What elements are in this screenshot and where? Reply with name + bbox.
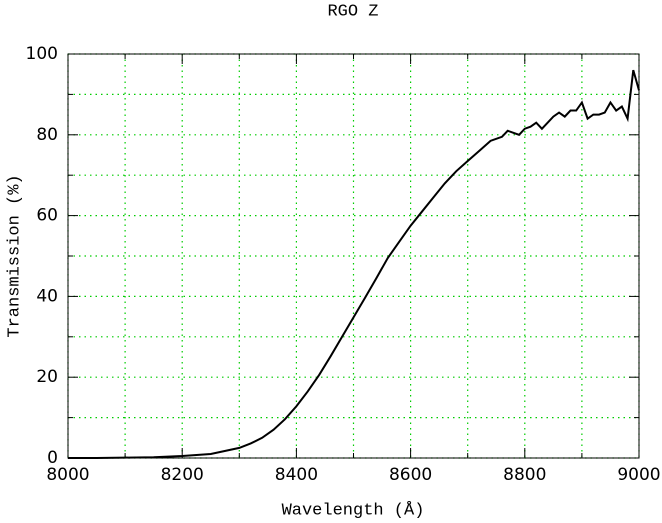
y-axis-label: Transmission (%) [5,174,24,337]
x-tick-label: 9000 [617,465,660,485]
chart-title: RGO Z [327,2,378,21]
y-tick-label: 40 [36,286,58,306]
x-tick-label: 8000 [46,465,89,485]
y-tick-label: 100 [26,44,58,64]
y-tick-label: 20 [36,367,58,387]
y-tick-label: 60 [36,206,58,226]
x-tick-label: 8400 [275,465,318,485]
x-axis-label: Wavelength (Å) [282,501,425,520]
plot-frame [67,53,640,459]
y-tick-label: 80 [36,125,58,145]
y-tick-label: 0 [47,448,58,468]
x-tick-label: 8600 [389,465,432,485]
x-tick-label: 8800 [503,465,546,485]
x-tick-label: 8200 [161,465,204,485]
data-line [68,69,640,459]
